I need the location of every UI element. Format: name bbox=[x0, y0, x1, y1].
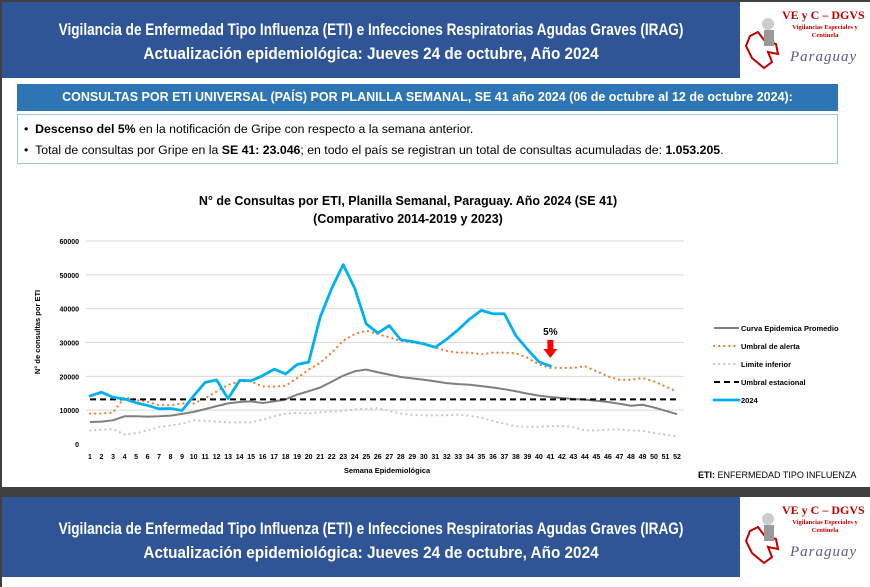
x-tick-label: 50 bbox=[650, 454, 658, 461]
x-tick-label: 46 bbox=[604, 454, 612, 461]
x-tick-label: 39 bbox=[523, 454, 531, 461]
x-tick-label: 1 bbox=[88, 454, 92, 461]
header-title-line1: Vigilancia de Enfermedad Tipo Influenza … bbox=[58, 519, 684, 538]
bullet-1: • Descenso del 5% en la notificación de … bbox=[24, 122, 474, 136]
x-tick-label: 48 bbox=[627, 454, 635, 461]
header-title-line1: Vigilancia de Enfermedad Tipo Influenza … bbox=[58, 20, 684, 39]
legend-label: Limite inferior bbox=[741, 360, 791, 369]
y-tick-label: 60000 bbox=[60, 239, 80, 246]
y-tick-label: 20000 bbox=[60, 374, 80, 381]
x-tick-label: 36 bbox=[489, 454, 497, 461]
x-tick-label: 52 bbox=[673, 454, 681, 461]
x-tick-label: 7 bbox=[157, 454, 161, 461]
section-title: CONSULTAS POR ETI UNIVERSAL (PAÍS) POR P… bbox=[17, 84, 838, 111]
x-tick-label: 9 bbox=[180, 454, 184, 461]
chart-title: N° de Consultas por ETI, Planilla Semana… bbox=[198, 194, 618, 208]
x-tick-label: 10 bbox=[190, 454, 198, 461]
y-tick-label: 40000 bbox=[60, 307, 80, 314]
x-tick-label: 37 bbox=[500, 454, 508, 461]
x-tick-label: 24 bbox=[351, 454, 359, 461]
x-tick-label: 22 bbox=[328, 454, 336, 461]
annotation-label: 5% bbox=[543, 327, 558, 338]
logo-line3: Paraguay bbox=[790, 49, 858, 65]
x-tick-label: 13 bbox=[224, 454, 232, 461]
x-tick-label: 31 bbox=[431, 454, 439, 461]
x-tick-label: 26 bbox=[374, 454, 382, 461]
paraguay-map-icon bbox=[744, 18, 780, 70]
vec-dgvs-logo: VE y C – DGVS Vigilancias Especiales y C… bbox=[742, 2, 870, 78]
x-tick-label: 18 bbox=[282, 454, 290, 461]
x-axis-label: Semana Epidemiológica bbox=[344, 466, 431, 475]
x-tick-label: 15 bbox=[247, 454, 255, 461]
x-tick-label: 49 bbox=[639, 454, 647, 461]
x-tick-label: 19 bbox=[293, 454, 301, 461]
y-tick-label: 50000 bbox=[60, 273, 80, 280]
series-line-curva-epidemica-promedio bbox=[89, 368, 678, 424]
vec-dgvs-logo-2: VE y C – DGVS Vigilancias Especiales y C… bbox=[742, 497, 870, 573]
slide-2: Vigilancia de Enfermedad Tipo Influenza … bbox=[2, 497, 870, 587]
x-tick-label: 47 bbox=[616, 454, 624, 461]
bullet-2: • Total de consultas por Gripe en la SE … bbox=[24, 143, 724, 157]
x-tick-label: 6 bbox=[146, 454, 150, 461]
series-line-limite-inferior bbox=[88, 407, 679, 438]
x-tick-label: 21 bbox=[316, 454, 324, 461]
paraguay-map-icon bbox=[744, 513, 780, 565]
x-tick-label: 38 bbox=[512, 454, 520, 461]
logo-line2: Vigilancias Especiales y Centinela bbox=[792, 519, 858, 534]
x-tick-label: 35 bbox=[477, 454, 485, 461]
header-title-line2: Actualización epidemiológica: Jueves 24 … bbox=[143, 543, 599, 562]
legend-label: Umbral estacional bbox=[741, 378, 806, 387]
y-tick-label: 10000 bbox=[60, 408, 80, 415]
x-tick-label: 28 bbox=[397, 454, 405, 461]
summary-box: • Descenso del 5% en la notificación de … bbox=[17, 114, 838, 164]
slide-1: Vigilancia de Enfermedad Tipo Influenza … bbox=[2, 2, 870, 487]
x-tick-label: 2 bbox=[100, 454, 104, 461]
x-tick-label: 5 bbox=[134, 454, 138, 461]
x-tick-label: 12 bbox=[213, 454, 221, 461]
x-tick-label: 14 bbox=[236, 454, 244, 461]
logo-line3: Paraguay bbox=[790, 544, 858, 560]
x-tick-label: 30 bbox=[420, 454, 428, 461]
legend-label: Curva Epidemica Promedio bbox=[741, 324, 839, 333]
chart-subtitle: (Comparativo 2014-2019 y 2023) bbox=[313, 212, 503, 226]
y-tick-label: 0 bbox=[75, 442, 79, 449]
series-line-umbral-de-alerta bbox=[88, 329, 679, 415]
x-tick-label: 20 bbox=[305, 454, 313, 461]
x-tick-label: 32 bbox=[443, 454, 451, 461]
x-tick-label: 4 bbox=[123, 454, 127, 461]
down-arrow-icon bbox=[543, 340, 558, 358]
x-tick-label: 29 bbox=[408, 454, 416, 461]
eti-note: ETI: ENFERMEDAD TIPO INFLUENZA bbox=[698, 470, 857, 480]
header-banner-2: Vigilancia de Enfermedad Tipo Influenza … bbox=[2, 497, 740, 577]
x-tick-label: 17 bbox=[270, 454, 278, 461]
x-tick-label: 44 bbox=[581, 454, 589, 461]
x-tick-label: 51 bbox=[662, 454, 670, 461]
x-tick-label: 42 bbox=[558, 454, 566, 461]
x-tick-label: 11 bbox=[201, 454, 209, 461]
logo-line1: VE y C – DGVS bbox=[782, 8, 865, 22]
legend-label: 2024 bbox=[741, 396, 759, 405]
logo-line2: Vigilancias Especiales y Centinela bbox=[792, 24, 858, 39]
x-tick-label: 3 bbox=[111, 454, 115, 461]
x-tick-label: 40 bbox=[535, 454, 543, 461]
x-tick-label: 16 bbox=[259, 454, 267, 461]
x-tick-label: 23 bbox=[339, 454, 347, 461]
x-tick-label: 45 bbox=[593, 454, 601, 461]
legend-label: Umbral de alerta bbox=[741, 342, 801, 351]
x-tick-label: 43 bbox=[570, 454, 578, 461]
x-tick-label: 8 bbox=[169, 454, 173, 461]
x-tick-label: 25 bbox=[362, 454, 370, 461]
series-line-2024 bbox=[88, 263, 552, 412]
y-axis-label: N° de consultas por ETI bbox=[33, 290, 42, 374]
logo-line1: VE y C – DGVS bbox=[782, 503, 865, 517]
x-tick-label: 41 bbox=[546, 454, 554, 461]
header-title-line2: Actualización epidemiológica: Jueves 24 … bbox=[143, 44, 599, 63]
header-banner: Vigilancia de Enfermedad Tipo Influenza … bbox=[2, 2, 740, 78]
x-tick-label: 33 bbox=[454, 454, 462, 461]
y-tick-label: 30000 bbox=[60, 341, 80, 348]
x-tick-label: 27 bbox=[385, 454, 393, 461]
x-tick-label: 34 bbox=[466, 454, 474, 461]
